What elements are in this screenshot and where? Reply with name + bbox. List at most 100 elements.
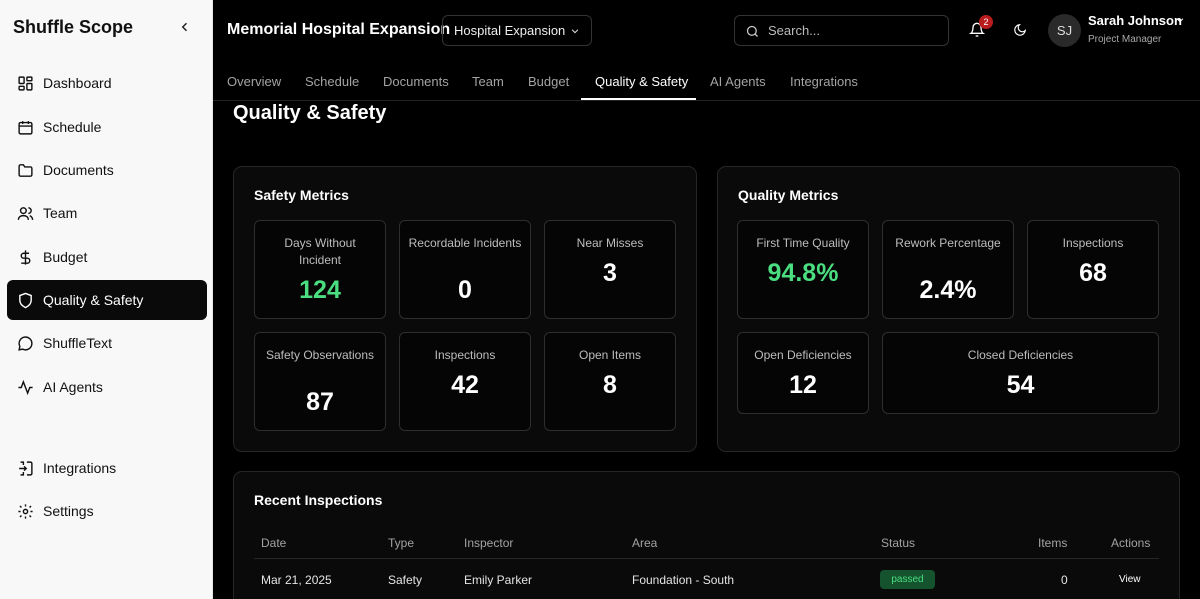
project-select-value: Hospital Expansion [454, 23, 566, 38]
metric-label: Inspections [1062, 236, 1124, 250]
dollar-icon [20, 249, 31, 265]
metric-label: Safety Observations [265, 348, 375, 362]
column-header-items: Items [1038, 536, 1068, 550]
sidebar-item-team[interactable]: Team [7, 193, 207, 233]
active-tab-indicator [581, 98, 696, 100]
shield-icon [19, 292, 32, 308]
search-icon [746, 25, 758, 37]
metric-label: Near Misses [576, 236, 644, 250]
metric-value: 42 [451, 371, 479, 399]
sidebar-item-label: Documents [43, 162, 114, 178]
tab-integrations[interactable]: Integrations [790, 74, 858, 89]
column-header-inspector: Inspector [464, 536, 514, 550]
project-select[interactable]: Hospital Expansion [442, 15, 592, 46]
sidebar-item-ai-agents[interactable]: AI Agents [7, 367, 207, 407]
tab-schedule[interactable]: Schedule [305, 74, 360, 89]
card-title: Safety Metrics [254, 187, 349, 203]
calendar-icon [18, 120, 33, 135]
tab-documents[interactable]: Documents [383, 74, 449, 89]
sidebar-item-label: Integrations [43, 460, 117, 476]
metric-label: First Time Quality [756, 236, 850, 250]
sidebar-item-dashboard[interactable]: Dashboard [7, 63, 207, 103]
user-name[interactable]: Sarah Johnson [1088, 13, 1182, 28]
cell-date: Mar 21, 2025 [261, 573, 332, 587]
brand-title: Shuffle Scope [13, 17, 134, 37]
metric-safety-observations: Safety Observations 87 [254, 332, 386, 431]
metric-value: 87 [306, 388, 334, 416]
cell-area: Foundation - South [632, 573, 735, 587]
metric-value: 54 [1006, 371, 1035, 399]
sidebar-item-label: Settings [43, 503, 94, 519]
column-header-area: Area [632, 536, 658, 550]
sidebar-item-budget[interactable]: Budget [7, 237, 207, 277]
message-circle-icon [18, 335, 33, 351]
column-header-type: Type [388, 536, 415, 550]
cell-type: Safety [388, 573, 423, 587]
search-input[interactable]: Search... [734, 15, 949, 46]
metric-value: 0 [458, 276, 472, 304]
metric-near-misses: Near Misses 3 [544, 220, 676, 319]
metric-recordable-incidents: Recordable Incidents 0 [399, 220, 531, 319]
table-divider [254, 558, 1159, 559]
tab-budget[interactable]: Budget [528, 74, 570, 89]
notification-badge: 2 [979, 15, 993, 29]
metric-label: Days Without Incident [284, 236, 356, 267]
card-title: Quality Metrics [738, 187, 839, 203]
sidebar-item-documents[interactable]: Documents [7, 150, 207, 190]
tab-overview[interactable]: Overview [227, 74, 282, 89]
bell-icon[interactable] [969, 22, 985, 38]
gear-icon [18, 503, 33, 519]
metric-quality-inspections: Inspections 68 [1027, 220, 1159, 319]
metric-label: Inspections [434, 348, 496, 362]
recent-inspections-card: Recent Inspections [233, 471, 1180, 599]
card-title: Recent Inspections [254, 492, 383, 508]
tab-quality-safety[interactable]: Quality & Safety [595, 74, 689, 89]
sidebar-item-schedule[interactable]: Schedule [7, 107, 207, 147]
metric-label: Rework Percentage [895, 236, 1001, 250]
sidebar-item-shuffletext[interactable]: ShuffleText [7, 323, 207, 363]
metric-value: 3 [603, 259, 617, 287]
metric-value: 68 [1079, 259, 1107, 287]
metric-value: 2.4% [919, 276, 977, 304]
tab-team[interactable]: Team [472, 74, 504, 89]
dashboard-icon [18, 75, 33, 91]
sidebar-item-label: Schedule [43, 119, 102, 135]
sidebar-item-label: Dashboard [43, 75, 112, 91]
activity-icon [18, 379, 33, 395]
metric-first-time-quality: First Time Quality 94.8% [737, 220, 869, 319]
column-header-actions: Actions [1111, 536, 1151, 550]
sidebar: Shuffle Scope Dashboard Schedule Documen… [0, 0, 213, 599]
users-icon [17, 206, 34, 220]
cell-items: 0 [1061, 573, 1068, 587]
sidebar-item-label: Team [43, 205, 78, 221]
sidebar-item-label: Budget [43, 249, 88, 265]
metric-open-items: Open Items 8 [544, 332, 676, 431]
integrations-icon [19, 460, 33, 476]
metric-value: 12 [789, 371, 817, 399]
metric-label: Closed Deficiencies [967, 348, 1074, 362]
column-header-date: Date [261, 536, 287, 550]
sidebar-item-quality-safety[interactable]: Quality & Safety [7, 280, 207, 320]
metric-label: Open Deficiencies [754, 348, 852, 362]
tab-ai-agents[interactable]: AI Agents [710, 74, 766, 89]
cell-inspector: Emily Parker [464, 573, 533, 587]
metric-value: 94.8% [767, 259, 839, 287]
status-badge: passed [880, 570, 935, 589]
chevron-down-icon[interactable] [1175, 15, 1185, 25]
metric-safety-inspections: Inspections 42 [399, 332, 531, 431]
metric-value: 124 [299, 276, 341, 304]
metric-closed-deficiencies: Closed Deficiencies 54 [882, 332, 1159, 414]
search-placeholder: Search... [768, 23, 821, 38]
metric-label: Recordable Incidents [408, 236, 522, 250]
avatar[interactable]: SJ [1048, 14, 1081, 47]
metric-rework-percentage: Rework Percentage 2.4% [882, 220, 1014, 319]
chevron-left-icon[interactable] [176, 18, 194, 36]
folder-icon [18, 163, 33, 177]
column-header-status: Status [881, 536, 916, 550]
moon-icon[interactable] [1013, 23, 1027, 37]
sidebar-item-integrations[interactable]: Integrations [7, 448, 207, 488]
sidebar-item-settings[interactable]: Settings [7, 491, 207, 531]
project-title: Memorial Hospital Expansion [227, 21, 451, 38]
view-button[interactable]: View [1119, 574, 1141, 585]
metric-days-without-incident: Days Without Incident 124 [254, 220, 386, 319]
